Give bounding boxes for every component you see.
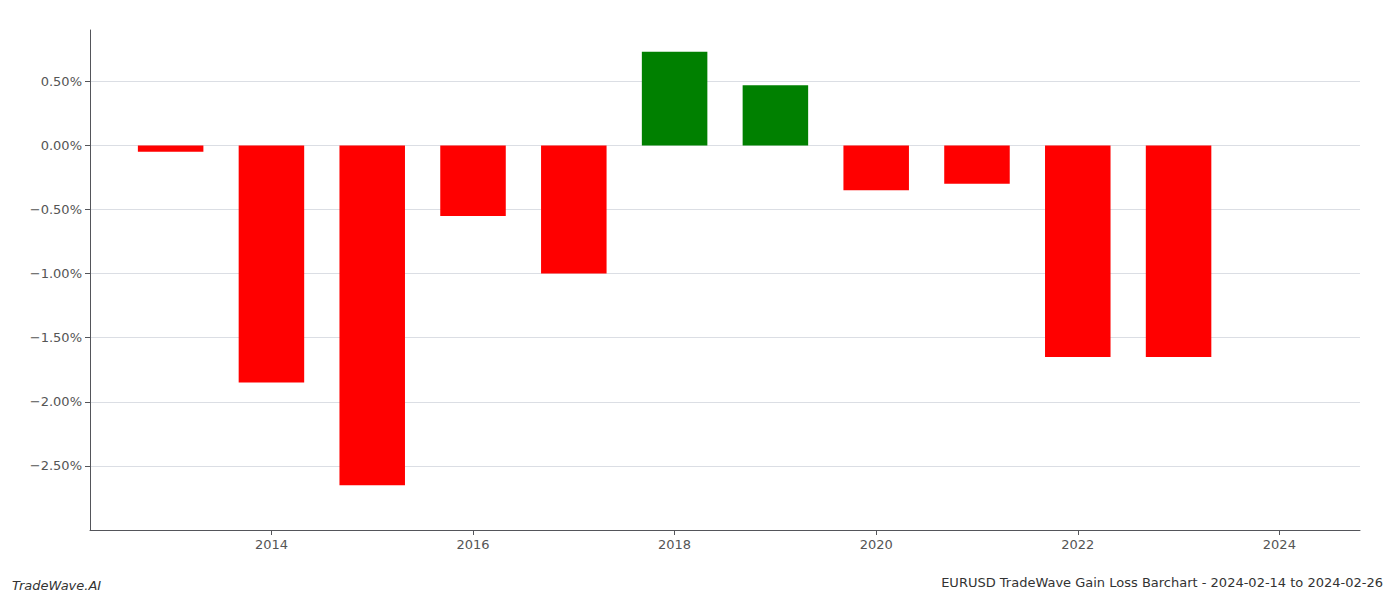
svg-text:−2.00%: −2.00% [30, 394, 82, 409]
svg-text:TradeWave.AI: TradeWave.AI [12, 578, 101, 593]
svg-text:2020: 2020 [860, 537, 893, 552]
svg-text:−2.50%: −2.50% [30, 458, 82, 473]
svg-text:EURUSD TradeWave Gain Loss Bar: EURUSD TradeWave Gain Loss Barchart - 20… [941, 575, 1383, 590]
svg-text:2014: 2014 [255, 537, 288, 552]
svg-text:2016: 2016 [456, 537, 489, 552]
svg-text:2018: 2018 [658, 537, 691, 552]
svg-text:0.00%: 0.00% [41, 138, 82, 153]
svg-text:−1.00%: −1.00% [30, 266, 82, 281]
svg-text:−0.50%: −0.50% [30, 202, 82, 217]
svg-text:−1.50%: −1.50% [30, 330, 82, 345]
svg-text:2024: 2024 [1263, 537, 1296, 552]
svg-text:2022: 2022 [1061, 537, 1094, 552]
svg-text:0.50%: 0.50% [41, 74, 82, 89]
